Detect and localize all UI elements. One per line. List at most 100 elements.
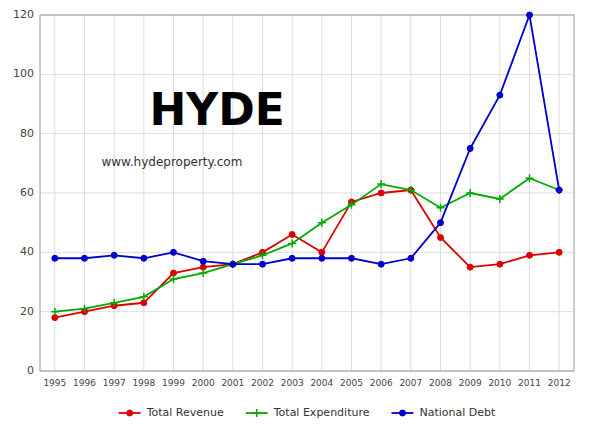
x-tick-label: 2003 (281, 378, 304, 388)
point (349, 255, 355, 261)
chart: 0 20 40 60 80 100 120 1995 1996 1997 1998 1999 2000 2… (0, 0, 589, 433)
x-grid-line (262, 15, 263, 371)
grid (40, 15, 574, 371)
x-tick-label: 2011 (518, 378, 541, 388)
point (555, 186, 563, 194)
x-grid-line (173, 15, 174, 371)
series-line (55, 190, 559, 318)
data-area (51, 12, 563, 321)
x-tick-label: 1995 (43, 378, 66, 388)
x-tick-label: 2002 (251, 378, 274, 388)
point (378, 190, 384, 196)
x-grid-line (114, 15, 115, 371)
y-tick-label: 80 (20, 127, 34, 140)
point (110, 299, 118, 307)
x-grid-line (292, 15, 293, 371)
point (319, 249, 325, 255)
point (230, 261, 236, 267)
point (81, 305, 89, 313)
legend-item: Total Revenue (119, 406, 224, 419)
point (526, 174, 534, 182)
x-grid-line (232, 15, 233, 371)
x-tick-label: 1997 (103, 378, 126, 388)
x-tick-label: 2010 (488, 378, 511, 388)
point (378, 261, 384, 267)
y-tick-label: 40 (20, 245, 34, 258)
point (141, 255, 147, 261)
point (289, 232, 295, 238)
point (556, 249, 562, 255)
x-tick-label: 1996 (73, 378, 96, 388)
y-grid-line (40, 193, 574, 194)
point (497, 261, 503, 267)
x-grid-line (529, 15, 530, 371)
legend-marker (127, 410, 133, 416)
watermark-url: www.hydeproperty.com (101, 155, 242, 169)
point (348, 201, 356, 209)
point (171, 249, 177, 255)
x-tick-label: 2001 (221, 378, 244, 388)
legend-label: Total Revenue (146, 406, 224, 419)
point (438, 220, 444, 226)
point (318, 219, 326, 227)
legend-label: Total Expenditure (273, 406, 370, 419)
x-grid-line (321, 15, 322, 371)
legend-label: National Debt (419, 406, 496, 419)
x-grid-line (351, 15, 352, 371)
y-grid-line (40, 252, 574, 253)
point (82, 255, 88, 261)
point (200, 258, 206, 264)
point (51, 308, 59, 316)
x-tick-label: 2012 (548, 378, 571, 388)
point (377, 180, 385, 188)
x-grid-line (440, 15, 441, 371)
x-tick-label: 2007 (399, 378, 422, 388)
plot-frame (40, 15, 574, 371)
legend-marker (253, 409, 261, 417)
y-tick-label: 0 (27, 364, 34, 377)
x-tick-label: 2005 (340, 378, 363, 388)
point (496, 195, 504, 203)
point (408, 255, 414, 261)
point (407, 186, 415, 194)
point (140, 293, 148, 301)
x-tick-label: 2000 (192, 378, 215, 388)
point (527, 12, 533, 18)
point (288, 239, 296, 247)
point (437, 204, 445, 212)
y-tick-label: 100 (13, 67, 34, 80)
series-line (55, 15, 559, 264)
point (259, 251, 267, 259)
y-tick-label: 60 (20, 186, 34, 199)
legend-item: National Debt (391, 406, 496, 419)
x-tick-label: 2008 (429, 378, 452, 388)
point (467, 146, 473, 152)
y-grid-line (40, 74, 574, 75)
y-tick-label: 20 (20, 305, 34, 318)
x-tick-label: 1998 (132, 378, 155, 388)
x-grid-line (203, 15, 204, 371)
point (111, 252, 117, 258)
series-line (55, 178, 559, 311)
point (229, 260, 237, 268)
y-tick-label: 120 (13, 8, 34, 21)
x-grid-line (143, 15, 144, 371)
series (52, 12, 562, 267)
point (170, 275, 178, 283)
x-grid-line (499, 15, 500, 371)
point (466, 189, 474, 197)
legend: Total Revenue Total Expenditure National D… (119, 406, 496, 419)
x-tick-label: 1999 (162, 378, 185, 388)
y-grid-line (40, 133, 574, 134)
point (438, 235, 444, 241)
x-tick-label: 2006 (370, 378, 393, 388)
point (467, 264, 473, 270)
point (289, 255, 295, 261)
legend-marker (399, 410, 405, 416)
point (319, 255, 325, 261)
point (497, 92, 503, 98)
point (199, 269, 207, 277)
legend-item: Total Expenditure (246, 406, 370, 419)
point (556, 187, 562, 193)
point (52, 255, 58, 261)
